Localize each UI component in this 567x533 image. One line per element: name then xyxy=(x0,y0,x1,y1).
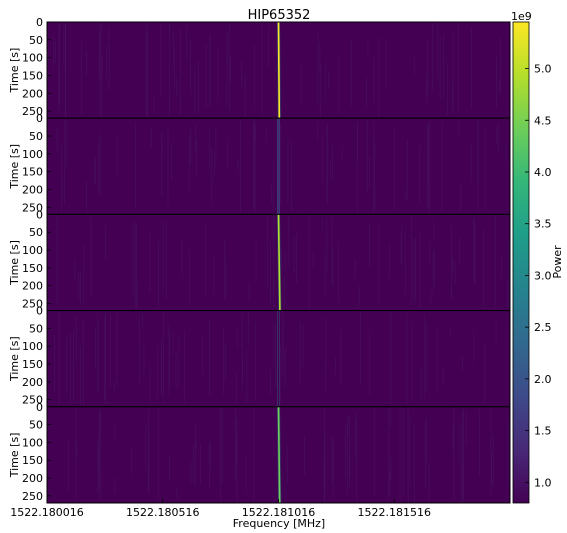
y-axis-label: Time [s] xyxy=(8,240,21,286)
y-tick-label: 150 xyxy=(22,358,43,371)
x-tick-label: 1522.180516 xyxy=(126,506,199,519)
y-tick-label: 250 xyxy=(22,490,43,503)
y-tick-label: 0 xyxy=(36,401,43,414)
y-tick-label: 250 xyxy=(22,105,43,118)
y-axis-label: Time [s] xyxy=(8,433,21,479)
colorbar-tick-label: 2.5 xyxy=(534,321,552,334)
y-tick-label: 0 xyxy=(36,16,43,29)
y-axis-label: Time [s] xyxy=(8,48,21,94)
y-tick-label: 150 xyxy=(22,454,43,467)
y-tick-label: 150 xyxy=(22,69,43,82)
y-tick-label: 100 xyxy=(22,52,43,65)
y-tick-label: 50 xyxy=(29,322,43,335)
y-tick-label: 0 xyxy=(36,112,43,125)
panel-2: 50 100 150 200 250 0 Time [s] xyxy=(8,112,511,215)
y-tick-label: 250 xyxy=(22,297,43,310)
colorbar-tick-label: 1.5 xyxy=(534,425,552,438)
colorbar-tick-label: 3.0 xyxy=(534,269,552,282)
y-tick-label: 150 xyxy=(22,262,43,275)
y-tick-label: 200 xyxy=(22,183,43,196)
y-tick-label: 200 xyxy=(22,376,43,389)
colorbar-gradient xyxy=(512,21,530,504)
y-tick-label: 50 xyxy=(29,34,43,47)
colorbar-tick-label: 4.0 xyxy=(534,166,552,179)
y-tick-label: 50 xyxy=(29,419,43,432)
colorbar-tick-label: 1.0 xyxy=(534,476,552,489)
y-tick-label: 50 xyxy=(29,130,43,143)
colorbar-tick-label: 4.5 xyxy=(534,114,552,127)
signal-line xyxy=(277,21,281,119)
y-tick-label: 250 xyxy=(22,201,43,214)
colorbar-tick-label: 2.0 xyxy=(534,373,552,386)
x-axis: 1522.180016 1522.180516 1522.181016 1522.18… xyxy=(10,499,431,519)
y-axis-label: Time [s] xyxy=(8,144,21,190)
y-axis-label: Time [s] xyxy=(8,336,21,382)
y-tick-label: 50 xyxy=(29,226,43,239)
colorbar-tick-label: 3.5 xyxy=(534,218,552,231)
x-tick-label: 1522.180016 xyxy=(10,506,83,519)
colorbar-tick-label: 5.0 xyxy=(534,63,552,76)
x-tick-label: 1522.181516 xyxy=(358,506,431,519)
x-axis-label: Frequency [MHz] xyxy=(233,517,325,530)
y-tick-label: 200 xyxy=(22,87,43,100)
y-tick-label: 150 xyxy=(22,166,43,179)
y-tick-label: 100 xyxy=(22,340,43,353)
y-tick-label: 100 xyxy=(22,148,43,161)
signal-line xyxy=(277,406,281,504)
y-tick-label: 200 xyxy=(22,472,43,485)
chart-title: HIP65352 xyxy=(248,8,311,23)
y-tick-label: 0 xyxy=(36,305,43,318)
y-tick-label: 0 xyxy=(36,208,43,221)
x-tick-label: 1522.181016 xyxy=(242,506,315,519)
y-tick-label: 100 xyxy=(22,436,43,449)
y-tick-label: 250 xyxy=(22,394,43,407)
colorbar-exponent: 1e9 xyxy=(511,10,532,23)
colorbar: 1e9 Power 1.0 1.5 2.0 2.5 3.0 3.5 4.0 4.5 5.0 xyxy=(511,10,564,504)
y-tick-label: 200 xyxy=(22,280,43,293)
y-tick-label: 100 xyxy=(22,244,43,257)
colorbar-label: Power xyxy=(551,245,564,279)
signal-line xyxy=(277,214,281,311)
